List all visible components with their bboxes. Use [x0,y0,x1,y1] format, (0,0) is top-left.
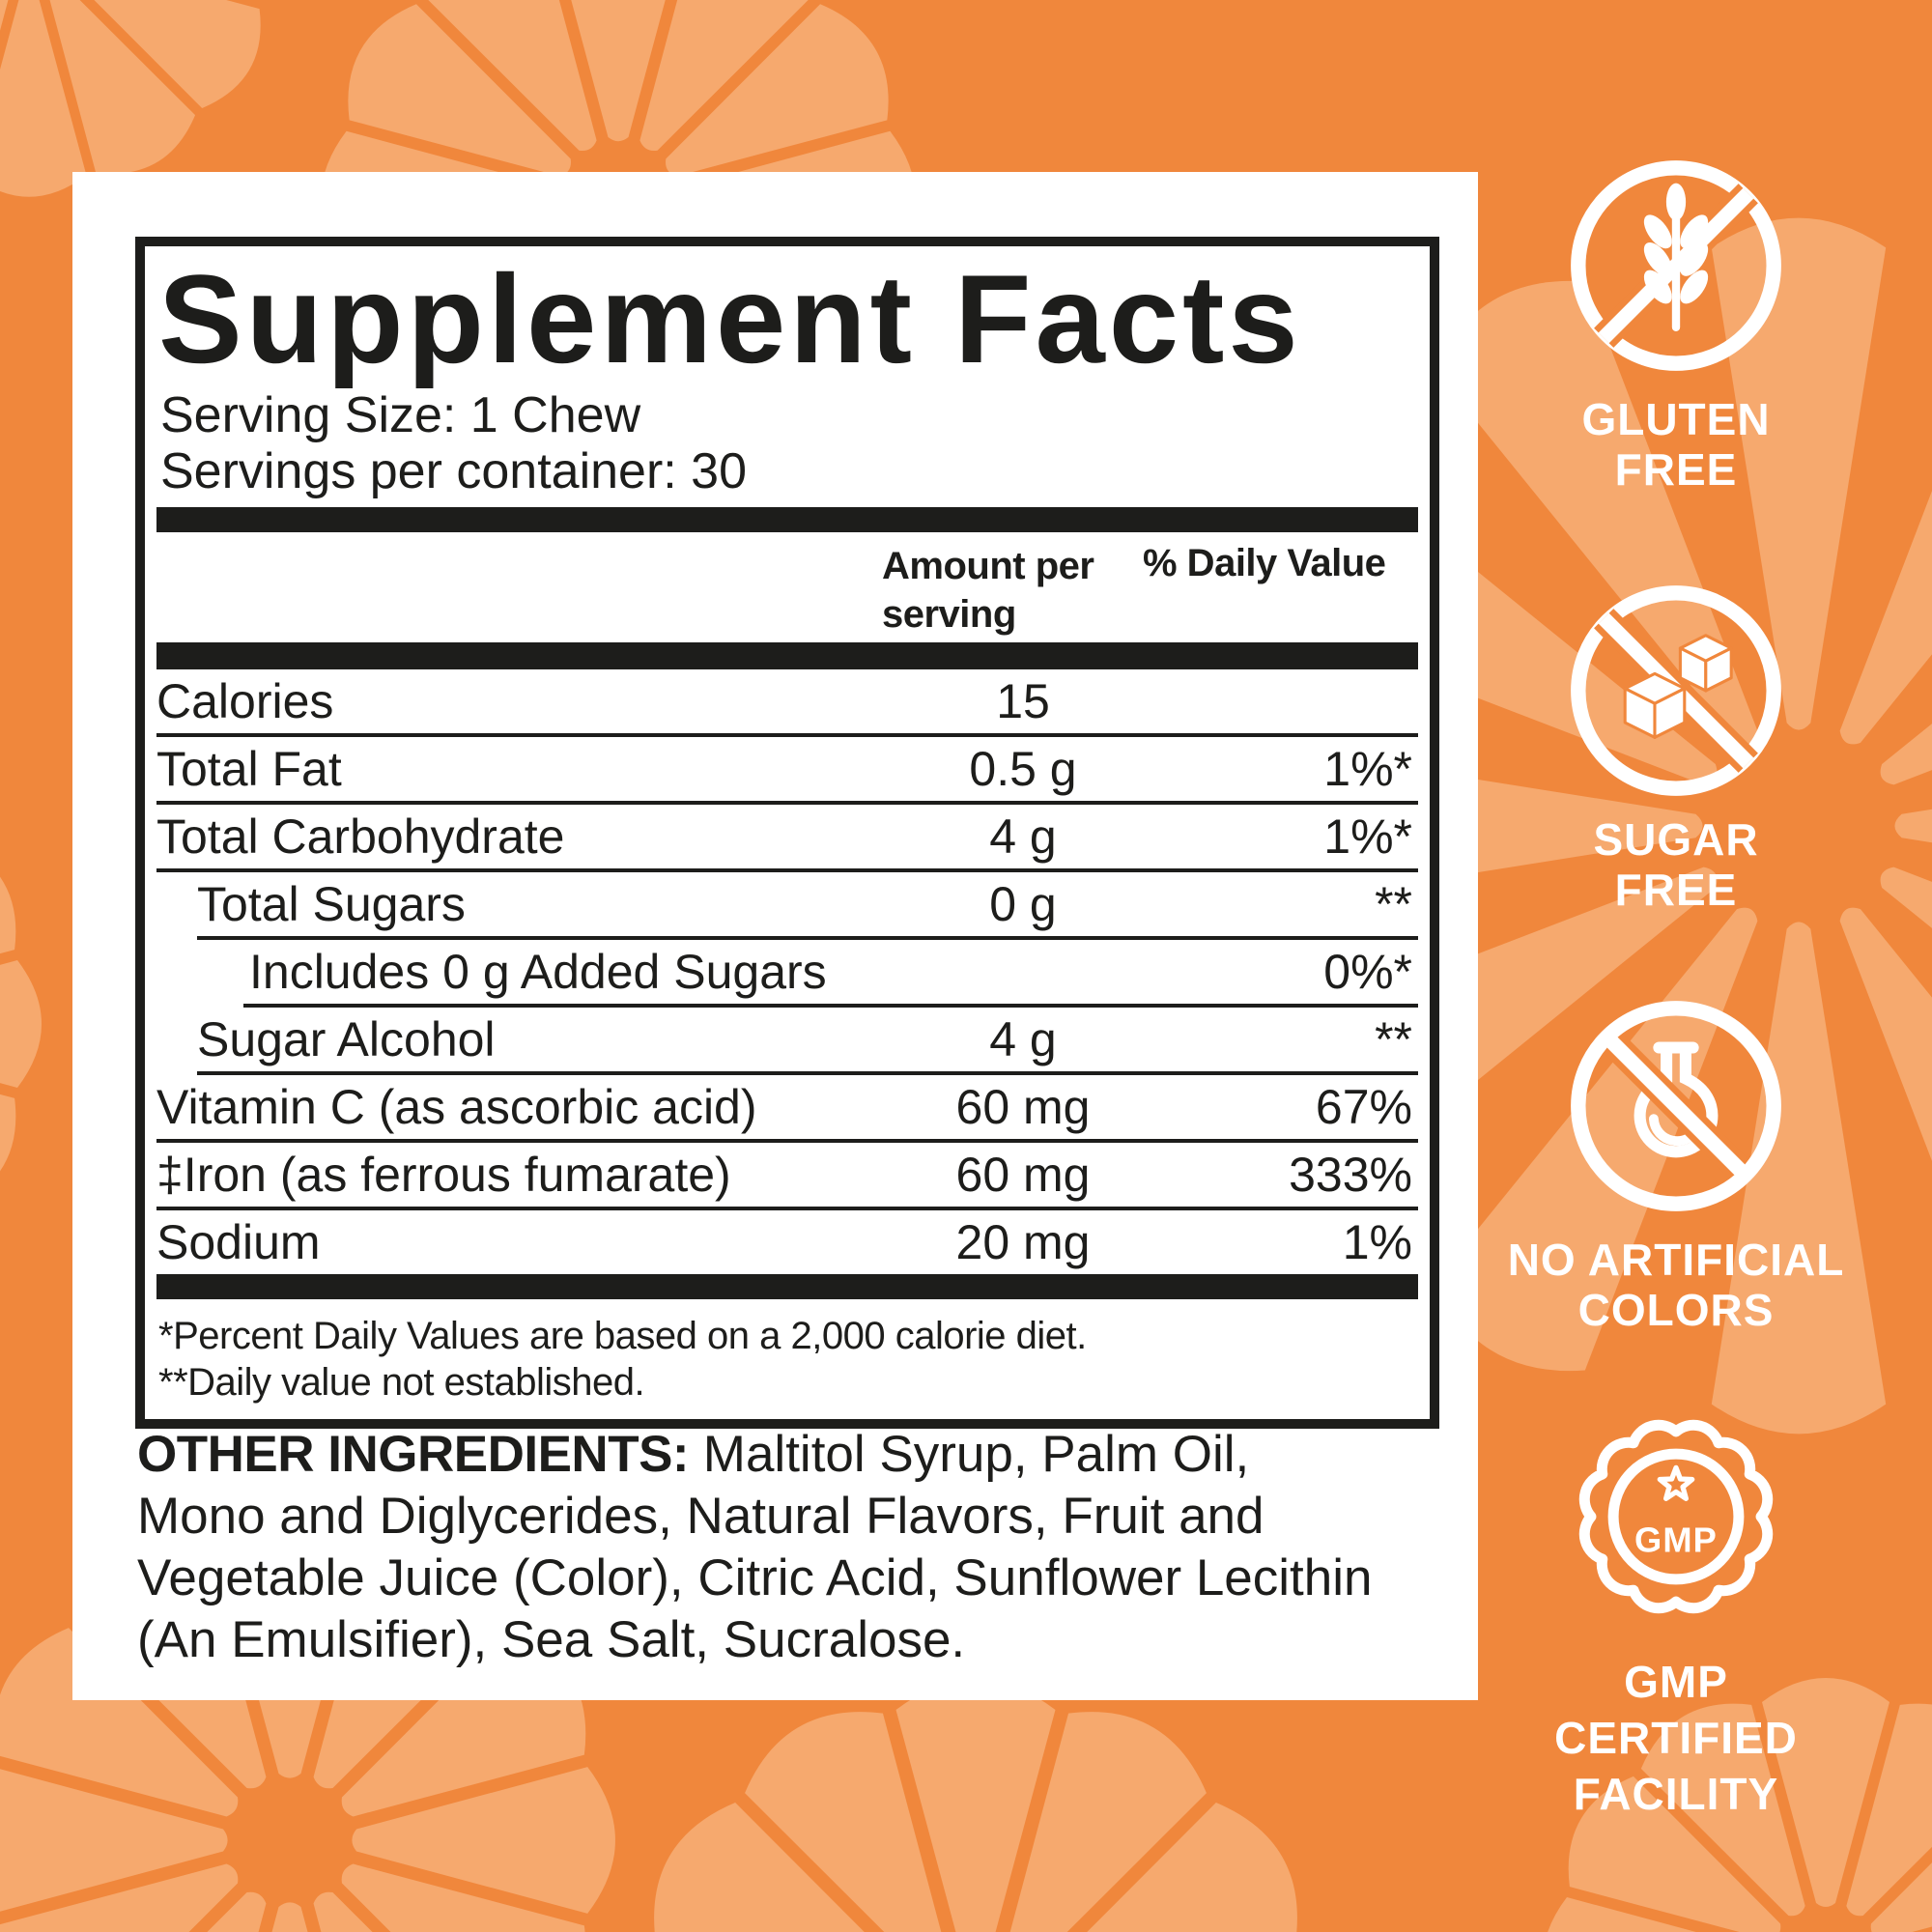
badge-label-line: COLORS [1577,1285,1775,1335]
badge-gluten-free-label: GLUTEN FREE [1502,394,1850,495]
badge-gmp-certified: GMP GMP CERTIFIED FACILITY [1502,1410,1850,1822]
badge-no-artificial-colors-label: NO ARTIFICIAL COLORS [1502,1235,1850,1335]
row-separator-line [243,1004,1418,1008]
row-name: Total Sugars [197,877,466,931]
flask-crossed-icon [1571,1001,1781,1211]
divider-bar-top [156,507,1418,532]
badge-no-artificial-colors: NO ARTIFICIAL COLORS [1502,1000,1850,1335]
star-icon [1657,1464,1695,1501]
badge-label-line: GLUTEN [1581,394,1771,444]
table-row: Sodium 20 mg 1% [156,1210,1418,1274]
row-daily-value: 1% [1342,1215,1412,1269]
footnote-daily-values: *Percent Daily Values are based on a 2,0… [158,1315,1087,1357]
row-daily-value: ** [1375,877,1412,931]
row-name: Calories [156,674,334,728]
sugar-cubes-crossed-icon [1571,585,1781,796]
wheat-glyph [1643,183,1709,331]
wheat-crossed-icon [1571,160,1781,371]
row-amount: 4 g [989,810,1057,864]
row-separator-line [156,1207,1418,1210]
column-header-daily-value: % Daily Value [1143,542,1386,584]
row-name: Total Carbohydrate [156,810,565,864]
facts-rows: Calories 15 Total Fat 0.5 g 1%* Total Carbohy… [156,669,1418,1274]
badge-label-line: SUGAR [1593,814,1759,865]
row-separator-line [156,733,1418,737]
row-daily-value: 0%* [1323,945,1412,999]
row-amount: 60 mg [955,1080,1091,1134]
badge-label-line: FREE [1614,865,1738,915]
badge-gluten-free: GLUTEN FREE [1502,159,1850,495]
gmp-seal-icon: GMP [1578,1419,1774,1614]
divider-bar-bottom [156,1274,1418,1299]
column-header-amount: Amount per serving [882,545,1094,636]
badge-sugar-free-label: SUGAR FREE [1502,814,1850,915]
table-row: Total Sugars 0 g ** [156,872,1418,936]
row-daily-value: 1%* [1323,810,1412,864]
other-ingredients-label: OTHER INGREDIENTS: [137,1426,690,1483]
gmp-seal-text: GMP [1634,1520,1718,1559]
row-name: Total Fat [156,742,342,796]
row-separator-line [156,1139,1418,1143]
row-daily-value: 333% [1289,1148,1412,1202]
row-separator-line [197,936,1418,940]
row-separator-line [156,868,1418,872]
footnote-not-established: **Daily value not established. [158,1361,645,1404]
table-row: Total Carbohydrate 4 g 1%* [156,805,1418,868]
serving-size: Serving Size: 1 Chew [160,387,641,443]
table-row: Calories 15 [156,669,1418,733]
row-amount: 4 g [989,1012,1057,1066]
label-panel: Supplement Facts Serving Size: 1 Chew Se… [72,172,1478,1700]
badge-label-line: GMP CERTIFIED [1554,1657,1798,1763]
badge-gmp-certified-label: GMP CERTIFIED FACILITY [1502,1654,1850,1822]
row-amount: 60 mg [955,1148,1091,1202]
supplement-facts-box: Supplement Facts Serving Size: 1 Chew Se… [135,237,1439,1429]
table-row: Includes 0 g Added Sugars 0%* [156,940,1418,1004]
table-row: Sugar Alcohol 4 g ** [156,1008,1418,1071]
row-amount: 20 mg [955,1215,1091,1269]
badge-sugar-free: SUGAR FREE [1502,584,1850,915]
table-row: Vitamin C (as ascorbic acid) 60 mg 67% [156,1075,1418,1139]
badge-label-line: NO ARTIFICIAL [1507,1235,1845,1285]
row-name: Sodium [156,1215,321,1269]
row-separator-line [197,1071,1418,1075]
row-daily-value: 67% [1315,1080,1412,1134]
table-row: ‡Iron (as ferrous fumarate) 60 mg 333% [156,1143,1418,1207]
row-name: ‡Iron (as ferrous fumarate) [156,1148,731,1202]
other-ingredients-text: Maltitol Syrup, Palm Oil, Mono and Digly… [137,1426,1373,1668]
sugar-cubes-glyph [1623,634,1733,739]
facts-column-headers: Amount per serving % Daily Value [156,532,1418,642]
row-separator-line [156,801,1418,805]
badge-label-line: FREE [1614,444,1738,495]
row-name: Vitamin C (as ascorbic acid) [156,1080,757,1134]
row-daily-value: 1%* [1323,742,1412,796]
row-amount: 15 [996,674,1050,728]
badge-label-line: FACILITY [1573,1769,1779,1819]
row-name: Includes 0 g Added Sugars [249,945,827,999]
row-name: Sugar Alcohol [197,1012,496,1066]
facts-title: Supplement Facts [158,248,1302,389]
row-amount: 0 g [989,877,1057,931]
servings-per-container: Servings per container: 30 [160,443,748,499]
row-amount: 0.5 g [969,742,1077,796]
divider-bar-middle [156,642,1418,669]
other-ingredients: OTHER INGREDIENTS: Maltitol Syrup, Palm … [137,1424,1383,1671]
row-daily-value: ** [1375,1012,1412,1066]
table-row: Total Fat 0.5 g 1%* [156,737,1418,801]
